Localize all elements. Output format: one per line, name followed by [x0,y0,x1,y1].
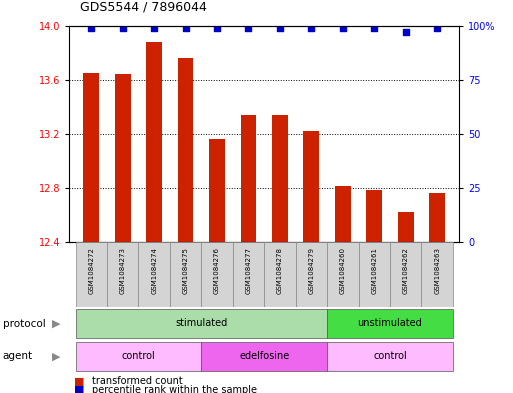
Bar [115,74,131,242]
FancyBboxPatch shape [390,242,421,307]
Text: ▶: ▶ [52,319,61,329]
Text: transformed count: transformed count [92,376,183,386]
FancyBboxPatch shape [201,242,233,307]
Bar [429,193,445,242]
FancyBboxPatch shape [327,342,453,371]
Point [276,24,284,31]
Text: GSM1084276: GSM1084276 [214,247,220,294]
FancyBboxPatch shape [421,242,453,307]
Text: ■: ■ [74,385,85,393]
Text: GDS5544 / 7896044: GDS5544 / 7896044 [80,1,206,14]
Bar [335,186,351,242]
Point [433,24,441,31]
Bar [366,190,382,242]
Text: GSM1084274: GSM1084274 [151,247,157,294]
Text: GSM1084261: GSM1084261 [371,247,377,294]
Point [213,24,221,31]
FancyBboxPatch shape [359,242,390,307]
FancyBboxPatch shape [139,242,170,307]
FancyBboxPatch shape [75,342,201,371]
Bar [272,115,288,242]
Text: ▶: ▶ [52,351,61,362]
Text: GSM1084263: GSM1084263 [434,247,440,294]
Text: GSM1084273: GSM1084273 [120,247,126,294]
Text: control: control [373,351,407,361]
Text: ■: ■ [74,376,85,386]
FancyBboxPatch shape [327,242,359,307]
Text: unstimulated: unstimulated [358,318,422,328]
Text: GSM1084272: GSM1084272 [88,247,94,294]
Bar [304,131,319,242]
FancyBboxPatch shape [264,242,295,307]
Text: GSM1084277: GSM1084277 [246,247,251,294]
FancyBboxPatch shape [327,309,453,338]
Bar [241,115,256,242]
Text: GSM1084278: GSM1084278 [277,247,283,294]
Point [370,24,379,31]
Text: edelfosine: edelfosine [239,351,289,361]
Point [339,24,347,31]
Text: GSM1084275: GSM1084275 [183,247,189,294]
Point [244,24,252,31]
FancyBboxPatch shape [201,342,327,371]
Point [307,24,315,31]
Point [402,29,410,35]
Text: protocol: protocol [3,319,45,329]
Point [182,24,190,31]
Bar [177,58,193,242]
FancyBboxPatch shape [170,242,201,307]
Bar [398,212,413,242]
Text: agent: agent [3,351,33,362]
Text: control: control [122,351,155,361]
Point [150,24,158,31]
Text: GSM1084279: GSM1084279 [308,247,314,294]
Text: GSM1084260: GSM1084260 [340,247,346,294]
Text: GSM1084262: GSM1084262 [403,247,409,294]
Bar [84,73,99,242]
Point [119,24,127,31]
Text: stimulated: stimulated [175,318,227,328]
FancyBboxPatch shape [107,242,139,307]
Text: percentile rank within the sample: percentile rank within the sample [92,385,258,393]
Point [87,24,95,31]
FancyBboxPatch shape [233,242,264,307]
Bar [146,42,162,242]
FancyBboxPatch shape [75,242,107,307]
FancyBboxPatch shape [295,242,327,307]
Bar [209,139,225,242]
FancyBboxPatch shape [75,309,327,338]
